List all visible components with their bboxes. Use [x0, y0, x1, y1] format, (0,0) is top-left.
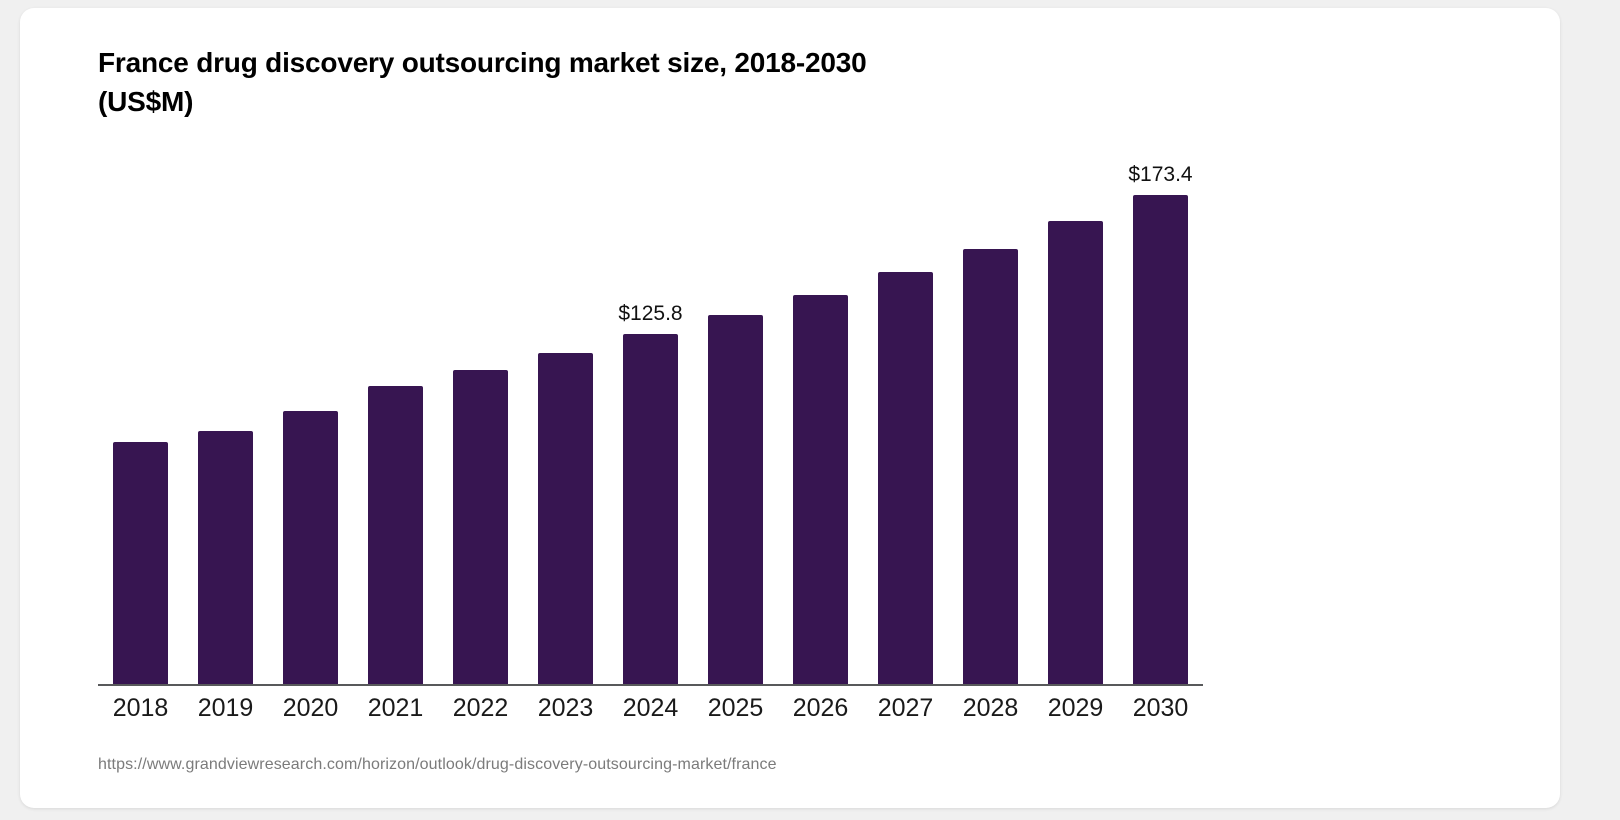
- bar-slot: [948, 148, 1033, 684]
- plot-area: $125.8 $173.4: [98, 148, 1203, 684]
- bar[interactable]: [198, 431, 253, 684]
- bar-slot: [863, 148, 948, 684]
- bar[interactable]: [793, 295, 848, 684]
- bar[interactable]: [453, 370, 508, 684]
- bar[interactable]: [708, 315, 763, 684]
- x-axis-tick-label: 2020: [282, 694, 339, 722]
- bar-slot: $173.4: [1118, 148, 1203, 684]
- x-axis-line: [98, 684, 1203, 686]
- bar[interactable]: [1133, 195, 1188, 684]
- x-axis-tick-label: 2027: [877, 694, 934, 722]
- bar-series: $125.8 $173.4: [98, 148, 1203, 684]
- x-axis-tick-label: 2019: [197, 694, 254, 722]
- bar-slot: [523, 148, 608, 684]
- x-axis-tick-labels: 2018 2019 2020 2021 2022 2023 2024 2025 2026 2027…: [98, 694, 1203, 723]
- bar-slot: [98, 148, 183, 684]
- bar[interactable]: [113, 442, 168, 684]
- bar-slot: $125.8: [608, 148, 693, 684]
- page-title: France drug discovery outsourcing market…: [98, 47, 867, 117]
- x-axis-tick-label: 2028: [962, 694, 1019, 722]
- x-axis-tick-label: 2023: [537, 694, 594, 722]
- bar-slot: [1033, 148, 1118, 684]
- x-axis-tick-label: 2024: [622, 694, 679, 722]
- bar[interactable]: [538, 353, 593, 684]
- x-axis-tick-label: 2021: [367, 694, 424, 722]
- bar-slot: [183, 148, 268, 684]
- bar[interactable]: [368, 386, 423, 684]
- bar[interactable]: [963, 249, 1018, 684]
- bar-slot: [353, 148, 438, 684]
- x-axis-tick-label: 2029: [1047, 694, 1104, 722]
- bar-slot: [268, 148, 353, 684]
- bar[interactable]: [283, 411, 338, 684]
- x-axis-tick-label: 2026: [792, 694, 849, 722]
- x-axis-tick-label: 2025: [707, 694, 764, 722]
- chart-card: France drug discovery outsourcing market…: [20, 8, 1560, 808]
- bar-value-label: $125.8: [618, 302, 683, 325]
- x-axis-tick-label: 2022: [452, 694, 509, 722]
- source-url[interactable]: https://www.grandviewresearch.com/horizo…: [98, 756, 777, 773]
- bar-value-label: $173.4: [1128, 163, 1193, 186]
- bar-slot: [693, 148, 778, 684]
- bar[interactable]: [878, 272, 933, 684]
- bar[interactable]: [623, 334, 678, 684]
- x-axis-tick-label: 2030: [1132, 694, 1189, 722]
- bar-slot: [778, 148, 863, 684]
- x-axis-tick-label: 2018: [112, 694, 169, 722]
- bar[interactable]: [1048, 221, 1103, 684]
- bar-slot: [438, 148, 523, 684]
